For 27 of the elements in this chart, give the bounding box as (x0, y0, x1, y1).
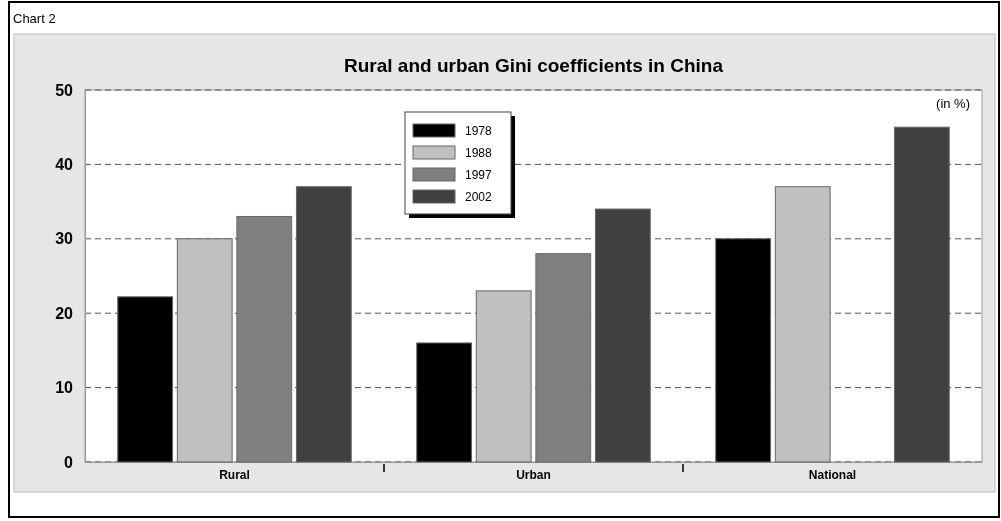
bar (893, 126, 950, 463)
legend-label: 2002 (465, 190, 493, 204)
bar (236, 215, 293, 463)
chart-title: Rural and urban Gini coefficients in China (344, 55, 724, 76)
y-tick-label: 50 (55, 81, 74, 99)
x-tick-label: Rural (219, 467, 250, 482)
bar (295, 186, 352, 463)
y-tick-label: 40 (55, 156, 74, 174)
bar (715, 238, 772, 463)
bar (176, 238, 233, 463)
x-tick-label: National (808, 467, 857, 482)
y-tick-label: 10 (55, 379, 74, 397)
bar (594, 208, 651, 463)
bar (416, 342, 473, 463)
bar (475, 290, 532, 463)
bar (774, 186, 831, 463)
legend-label: 1978 (465, 124, 493, 138)
caption: Chart 2 (13, 11, 56, 26)
x-tick-label: Urban (516, 467, 551, 482)
legend-label: 1988 (465, 146, 493, 160)
y-tick-label: 0 (64, 453, 74, 471)
annotation: (in %) (936, 96, 970, 111)
y-tick-label: 20 (55, 304, 74, 322)
bar (117, 296, 174, 463)
legend-label: 1997 (465, 168, 493, 182)
y-tick-label: 30 (55, 230, 74, 248)
bar (535, 253, 592, 463)
